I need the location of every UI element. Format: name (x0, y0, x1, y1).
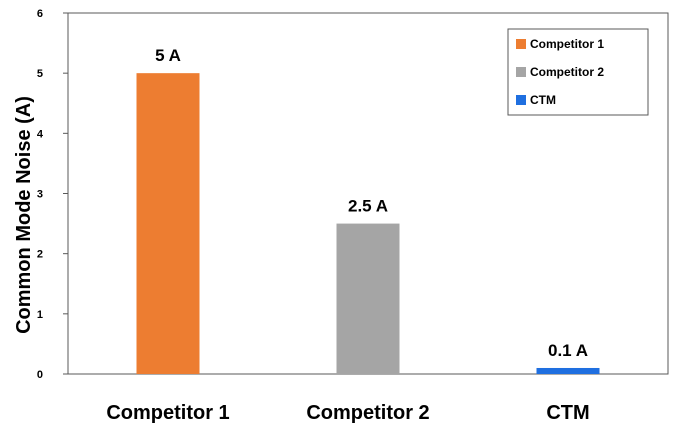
y-tick-label: 0 (37, 369, 43, 381)
data-label: 2.5 A (348, 197, 388, 216)
legend-label: Competitor 1 (530, 37, 604, 51)
legend-swatch (516, 39, 526, 49)
y-axis-ticks: 0 1 2 3 4 5 6 (37, 8, 68, 381)
data-labels-group: 5 A 2.5 A 0.1 A (155, 46, 588, 360)
x-tick-label: Competitor 2 (306, 402, 429, 424)
x-tick-label: Competitor 1 (106, 402, 229, 424)
bars-group (136, 73, 600, 375)
data-label: 0.1 A (548, 341, 588, 360)
y-tick-label: 2 (37, 249, 43, 261)
data-label: 5 A (155, 46, 181, 65)
bar-ctm (536, 367, 600, 374)
x-axis-tick-labels: Competitor 1 Competitor 2 CTM (106, 402, 589, 424)
legend-label: Competitor 2 (530, 65, 604, 79)
legend-swatch (516, 95, 526, 105)
y-tick-label: 5 (37, 68, 43, 80)
y-tick-label: 4 (37, 128, 44, 140)
bar-competitor-1 (136, 73, 200, 375)
legend: Competitor 1 Competitor 2 CTM (507, 28, 649, 116)
x-tick-label: CTM (546, 402, 589, 424)
y-tick-label: 1 (37, 309, 43, 321)
legend-swatch (516, 67, 526, 77)
y-tick-label: 3 (37, 189, 43, 201)
y-axis-label: Common Mode Noise (A) (13, 96, 35, 334)
legend-frame (507, 28, 649, 116)
y-tick-label: 6 (37, 8, 43, 20)
legend-label: CTM (530, 93, 556, 107)
bar-competitor-2 (336, 223, 400, 374)
